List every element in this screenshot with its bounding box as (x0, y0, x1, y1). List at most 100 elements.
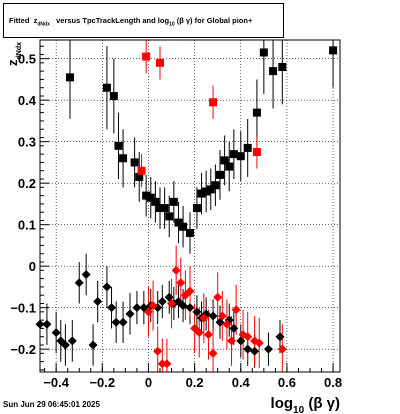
square-marker (174, 218, 183, 227)
diamond-marker (203, 330, 213, 340)
axis-layer: −0.4 −0.2 0 0.2 0.4 0.6 0.8 −0.2 −0.1 0 0.1 0.2 0.3 0… (5, 39, 342, 414)
y-tick-label: 0.4 (18, 93, 37, 108)
square-marker (192, 204, 201, 213)
square-marker (102, 83, 111, 92)
diamond-marker (67, 336, 77, 346)
title-log-sub: 10 (169, 21, 175, 28)
x-axis-label: log10 (β γ) (271, 395, 340, 414)
square-marker (252, 108, 261, 117)
diamond-marker (132, 303, 142, 313)
diamond-marker (275, 332, 285, 342)
diamond-marker (162, 359, 172, 369)
diamond-marker (102, 282, 112, 292)
y-tick-label: 0.5 (18, 52, 36, 67)
square-marker (259, 48, 268, 57)
diamond-marker (185, 286, 195, 296)
marker-layer (35, 46, 338, 369)
diamond-marker (88, 340, 98, 350)
square-marker (229, 150, 238, 159)
square-marker (169, 197, 178, 206)
diamond-marker (229, 323, 239, 333)
diamond-marker (208, 348, 218, 358)
square-marker (329, 46, 338, 55)
diamond-marker (42, 319, 52, 329)
diamond-marker (74, 278, 84, 288)
title-z: z (33, 16, 38, 25)
diamond-marker (56, 336, 66, 346)
y-tick-label: 0.3 (18, 135, 36, 150)
y-axis-label: zdNdx (5, 42, 23, 66)
square-marker (146, 193, 155, 202)
diamond-marker (148, 301, 158, 311)
y-tick-label: 0.1 (18, 218, 36, 233)
square-marker (186, 228, 194, 237)
square-marker (109, 92, 118, 101)
diamond-marker (194, 328, 204, 338)
diamond-marker (208, 311, 218, 321)
chart-title: Fitted zdNdx versus TpcTrackLength and l… (9, 16, 252, 28)
square-marker (142, 191, 151, 200)
y-tick-label: 0.2 (18, 176, 36, 191)
diamond-marker (171, 265, 181, 275)
square-marker (156, 204, 164, 213)
diamond-marker (199, 313, 209, 323)
diamond-marker (222, 319, 232, 329)
square-marker (269, 67, 278, 76)
square-marker (179, 222, 188, 231)
diamond-marker (178, 301, 188, 311)
diamond-marker (277, 344, 287, 354)
square-marker (160, 204, 169, 213)
x-tick-label: 0 (145, 375, 152, 390)
title-suffix: for Global pion+ (194, 16, 253, 25)
diamond-marker (107, 303, 117, 313)
square-marker (130, 158, 139, 167)
x-tick-label: 0.8 (324, 375, 342, 390)
square-marker (252, 148, 261, 157)
square-marker (225, 162, 234, 171)
square-marker (142, 52, 151, 61)
title-prefix: Fitted (9, 16, 30, 25)
square-marker (151, 197, 160, 206)
x-tick-label: 0.4 (232, 375, 251, 390)
diamond-marker (176, 278, 186, 288)
square-marker (216, 170, 224, 179)
diamond-marker (51, 328, 61, 338)
x-tick-label: −0.4 (43, 375, 69, 390)
square-marker (243, 143, 252, 152)
diamond-marker (60, 340, 70, 350)
diamond-marker (185, 303, 195, 313)
diamond-marker (254, 338, 264, 348)
diamond-marker (243, 332, 253, 342)
y-tick-label: −0.2 (10, 342, 36, 357)
title-bg: (β γ) (176, 16, 193, 25)
square-marker (114, 141, 123, 150)
diamond-marker (243, 344, 253, 354)
square-marker (209, 98, 218, 107)
diamond-marker (157, 359, 167, 369)
y-tick-label: 0 (29, 259, 36, 274)
timestamp-footer: Sun Jun 29 06:45:01 2025 (3, 400, 100, 409)
diamond-marker (111, 317, 121, 327)
title-middle: versus TpcTrackLength and log (56, 16, 170, 25)
diamond-marker (263, 344, 273, 354)
square-marker (211, 181, 220, 190)
x-tick-label: 0.6 (278, 375, 296, 390)
title-z-sub: dNdx (37, 21, 50, 28)
diamond-marker (192, 307, 202, 317)
x-tick-label: 0.2 (186, 375, 204, 390)
diamond-marker (213, 292, 223, 302)
square-marker (156, 58, 164, 67)
square-marker (220, 156, 229, 165)
diamond-marker (125, 309, 135, 319)
diamond-marker (143, 307, 153, 317)
diamond-marker (81, 269, 91, 279)
diamond-marker (250, 346, 260, 356)
square-marker (135, 172, 144, 181)
square-marker (119, 154, 128, 163)
square-marker (206, 185, 215, 194)
diamond-marker (167, 299, 177, 309)
plot-frame (39, 39, 341, 373)
square-marker (202, 187, 211, 196)
diamond-marker (231, 305, 241, 315)
